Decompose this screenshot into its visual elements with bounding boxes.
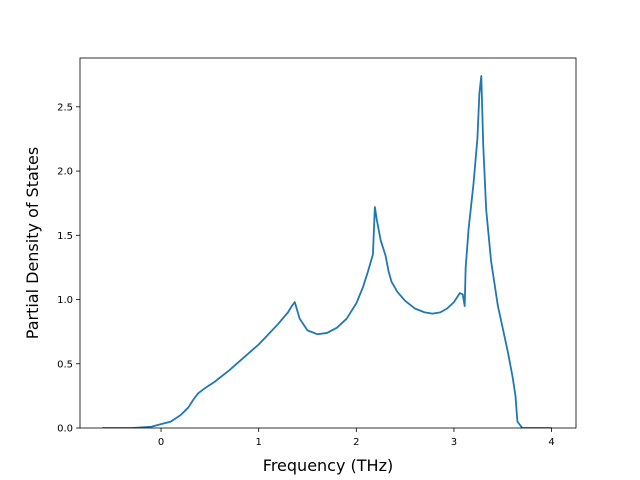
y-tick-label: 2.5 <box>57 102 73 113</box>
y-tick-label: 0.0 <box>57 424 73 435</box>
x-tick-label: 3 <box>451 437 457 448</box>
ticks: 0 1 2 3 4 0.0 0.5 1.0 1.5 2.0 2.5 <box>57 102 555 448</box>
x-tick-label: 0 <box>158 437 164 448</box>
y-axis-title: Partial Density of States <box>23 147 42 339</box>
series-line-0 <box>102 75 552 428</box>
x-tick-label: 1 <box>255 437 261 448</box>
y-tick-label: 1.0 <box>57 295 73 306</box>
x-axis-title: Frequency (THz) <box>263 456 393 475</box>
x-tick-label: 4 <box>548 437 554 448</box>
y-tick-label: 2.0 <box>57 167 73 178</box>
axes-frame <box>79 57 577 429</box>
y-tick-label: 0.5 <box>57 359 73 370</box>
x-tick-label: 2 <box>353 437 359 448</box>
plot-area <box>102 75 552 428</box>
y-tick-label: 1.5 <box>57 231 73 242</box>
